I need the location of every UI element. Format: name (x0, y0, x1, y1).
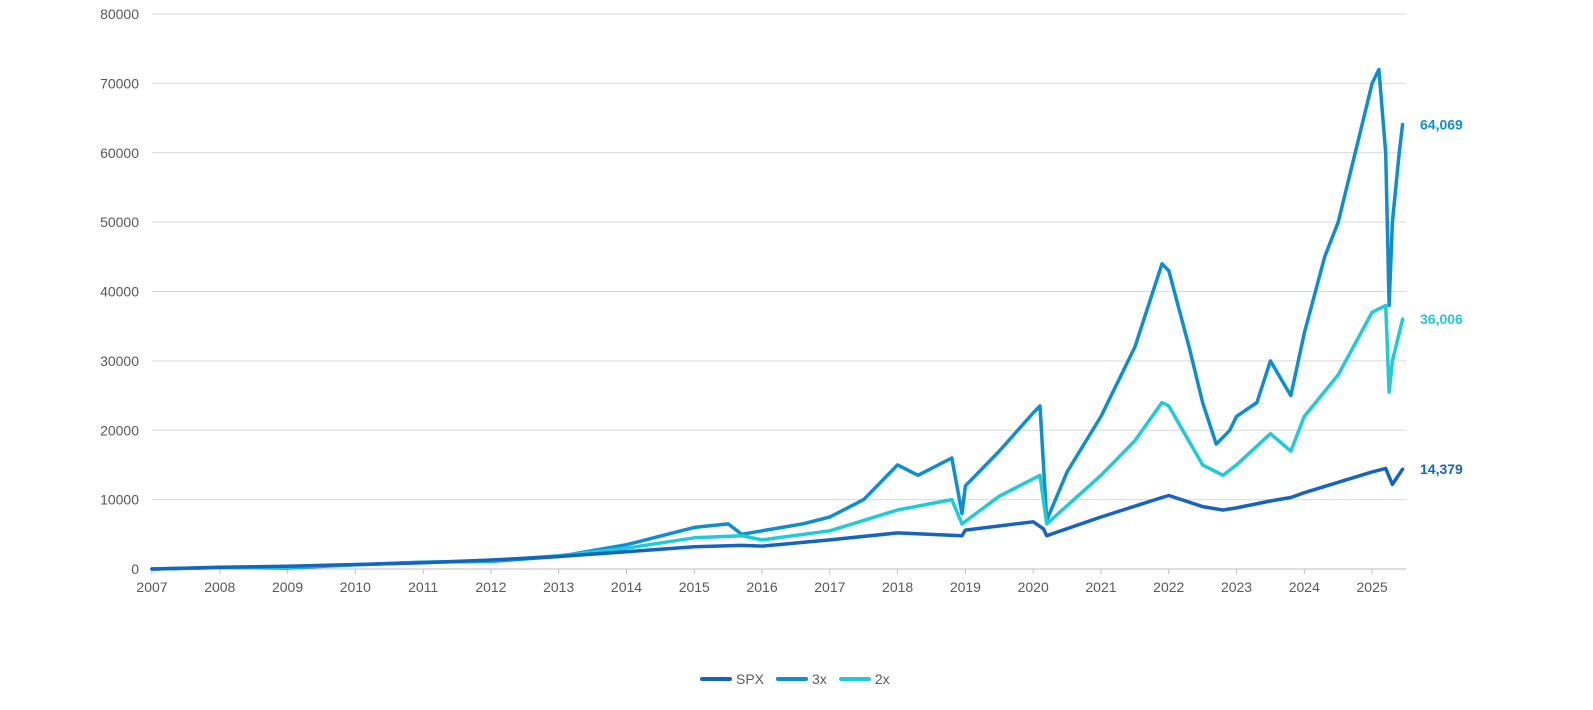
x-tick-label: 2010 (340, 579, 371, 595)
legend-item-3x[interactable]: 3x (776, 671, 827, 687)
axes: 0 10000 20000 30000 40000 50000 60000 70000 8000… (100, 6, 1406, 595)
x-tick-label: 2013 (543, 579, 574, 595)
legend-label-3x: 3x (812, 671, 827, 687)
end-label-2x: 36,006 (1420, 311, 1463, 327)
y-tick-label: 60000 (100, 145, 139, 161)
series-line-3x (150, 67, 1405, 571)
y-tick-label: 40000 (100, 284, 139, 300)
series-lines (150, 67, 1405, 571)
legend-swatch-spx (700, 677, 732, 681)
legend-label-2x: 2x (874, 671, 890, 687)
x-tick-label: 2016 (746, 579, 777, 595)
x-tick-label: 2020 (1018, 579, 1049, 595)
x-tick-label: 2019 (950, 579, 981, 595)
x-tick-label: 2015 (679, 579, 710, 595)
legend-label-spx: SPX (736, 671, 765, 687)
gridlines (152, 13, 1406, 501)
legend-swatch-2x (838, 677, 871, 681)
legend-item-2x[interactable]: 2x (838, 671, 890, 687)
x-tick-label: 2017 (814, 579, 845, 595)
y-tick-label: 70000 (100, 75, 139, 91)
x-tick-label: 2014 (611, 579, 642, 595)
end-label-3x: 64,069 (1420, 117, 1463, 133)
y-tick-label: 0 (131, 561, 139, 577)
x-tick-label: 2012 (475, 579, 506, 595)
legend: SPX 3x 2x (700, 671, 890, 687)
end-label-spx: 14,379 (1420, 461, 1463, 477)
x-tick-label: 2018 (882, 579, 913, 595)
x-tick-label: 2011 (408, 579, 438, 595)
legend-item-spx[interactable]: SPX (700, 671, 764, 687)
y-tick-label: 10000 (100, 492, 139, 508)
x-tick-label: 2022 (1153, 579, 1184, 595)
x-tick-label: 2007 (136, 579, 167, 595)
y-tick-label: 30000 (100, 353, 139, 369)
y-tick-label: 50000 (100, 214, 139, 230)
x-tick-label: 2009 (272, 579, 303, 595)
y-tick-label: 20000 (100, 422, 139, 438)
x-tick-label: 2023 (1221, 579, 1252, 595)
series-line-spx (150, 466, 1405, 571)
x-tick-label: 2025 (1357, 579, 1388, 595)
legend-swatch-3x (776, 677, 809, 681)
x-tick-label: 2024 (1289, 579, 1320, 595)
x-tick-label: 2021 (1085, 579, 1116, 595)
y-tick-label: 80000 (100, 6, 139, 22)
x-tick-label: 2008 (204, 579, 235, 595)
end-labels: 14,379 64,069 36,006 (1420, 117, 1463, 478)
